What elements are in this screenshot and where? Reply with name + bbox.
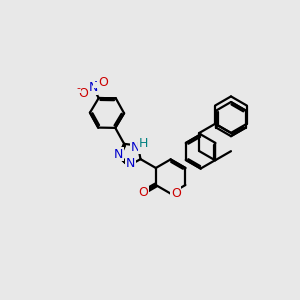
Text: O: O [171, 187, 181, 200]
Text: -: - [76, 83, 80, 93]
Text: +: + [94, 77, 102, 87]
Text: N: N [126, 157, 135, 170]
Text: O: O [98, 76, 108, 89]
Text: O: O [138, 186, 148, 199]
Text: N: N [88, 81, 98, 94]
Text: H: H [139, 137, 148, 150]
Text: N: N [131, 140, 140, 154]
Text: O: O [78, 87, 88, 100]
Text: N: N [114, 148, 123, 161]
